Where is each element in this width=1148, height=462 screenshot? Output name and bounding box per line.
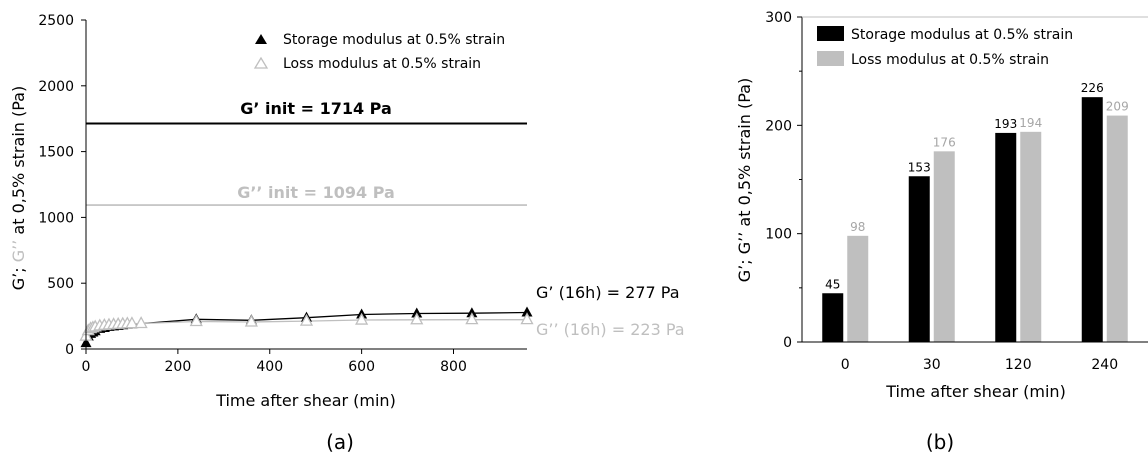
- x-tick-label: 0: [82, 359, 91, 375]
- storage-bar: [1081, 97, 1103, 343]
- storage-data-point: [466, 307, 478, 318]
- panel-b-caption: (b): [926, 430, 954, 454]
- y-tick-label: 500: [47, 276, 74, 292]
- legend-label-storage: Storage modulus at 0.5% strain: [851, 27, 1073, 43]
- loss-data-point: [189, 314, 203, 327]
- x-tick-label: 200: [165, 359, 192, 375]
- storage-value-label: 153: [908, 160, 931, 174]
- legend: Storage modulus at 0.5% strain Loss modu…: [253, 32, 505, 72]
- loss-bar: [847, 235, 869, 342]
- y-tick-label: 0: [65, 342, 74, 358]
- x-tick-label: 600: [348, 359, 375, 375]
- loss-bar: [1106, 115, 1128, 342]
- x-tick-label: 240: [1091, 357, 1118, 373]
- y-tick-label: 300: [765, 10, 792, 26]
- y-tick-label: 2000: [38, 79, 74, 95]
- y-axis-label: G’; G’’ at 0,5% strain (Pa): [735, 78, 754, 282]
- data-points: [79, 306, 534, 348]
- x-tick-label: 120: [1005, 357, 1032, 373]
- storage-init-label: G’ init = 1714 Pa: [240, 99, 392, 118]
- loss-value-label: 194: [1019, 116, 1042, 130]
- loss-data-point: [299, 313, 314, 326]
- storage-value-label: 226: [1081, 81, 1104, 95]
- storage-value-label: 193: [994, 117, 1017, 131]
- legend-label-storage: Storage modulus at 0.5% strain: [283, 32, 505, 48]
- y-tick-label: 200: [765, 118, 792, 134]
- x-axis-label: Time after shear (min): [885, 382, 1066, 401]
- loss-init-label: G’’ init = 1094 Pa: [237, 183, 395, 202]
- x-tick-label: 800: [440, 359, 467, 375]
- legend-swatch-storage: [817, 26, 844, 41]
- y-tick-label: 1000: [38, 210, 74, 226]
- x-tick-label: 400: [256, 359, 283, 375]
- storage-value-label: 45: [825, 277, 840, 291]
- storage-16h-label: G’ (16h) = 277 Pa: [536, 283, 680, 302]
- storage-bar: [908, 176, 930, 342]
- legend-label-loss: Loss modulus at 0.5% strain: [283, 56, 481, 72]
- legend: Storage modulus at 0.5% strain Loss modu…: [817, 26, 1073, 68]
- legend-marker-loss: [253, 56, 269, 69]
- bars: [822, 97, 1128, 343]
- y-tick-label: 100: [765, 227, 792, 243]
- x-tick-label: 30: [923, 357, 941, 373]
- loss-data-point: [244, 314, 258, 327]
- loss-16h-label: G’’ (16h) = 223 Pa: [536, 320, 685, 339]
- loss-value-label: 209: [1106, 100, 1129, 114]
- panel-a-chart: 0 500 1000 1500 2000 2500 0 200 400 600 800 G’; G’…: [9, 13, 685, 454]
- loss-bar: [1020, 131, 1042, 342]
- legend-swatch-loss: [817, 51, 844, 66]
- loss-value-label: 98: [850, 220, 865, 234]
- y-axis-label: G’; G’’ at 0,5% strain (Pa): [9, 86, 28, 290]
- y-tick-label: 2500: [38, 13, 74, 29]
- loss-data-point: [465, 312, 479, 325]
- storage-data-point: [521, 306, 533, 317]
- panel-a-caption: (a): [326, 430, 354, 454]
- x-axis-label: Time after shear (min): [215, 391, 396, 410]
- loss-data-point: [355, 312, 369, 325]
- tick-labels: 0 500 1000 1500 2000 2500 0 200 400 600 800: [38, 13, 467, 375]
- loss-data-point: [125, 316, 139, 329]
- axes: [81, 19, 527, 354]
- loss-data-point: [520, 312, 534, 325]
- y-tick-label: 0: [783, 335, 792, 351]
- storage-bar: [822, 293, 844, 342]
- storage-bar: [995, 132, 1017, 342]
- tick-labels: 0 30 120 240 0 100 200 300: [765, 10, 1118, 373]
- loss-bar: [933, 151, 955, 342]
- loss-data-point: [134, 316, 148, 329]
- loss-data-point: [410, 312, 424, 325]
- loss-value-label: 176: [933, 135, 956, 149]
- reference-lines: [86, 122, 527, 206]
- x-tick-label: 0: [841, 357, 850, 373]
- y-tick-label: 1500: [38, 145, 74, 161]
- legend-marker-storage: [255, 34, 267, 44]
- legend-label-loss: Loss modulus at 0.5% strain: [851, 52, 1049, 68]
- axes: [797, 16, 1148, 343]
